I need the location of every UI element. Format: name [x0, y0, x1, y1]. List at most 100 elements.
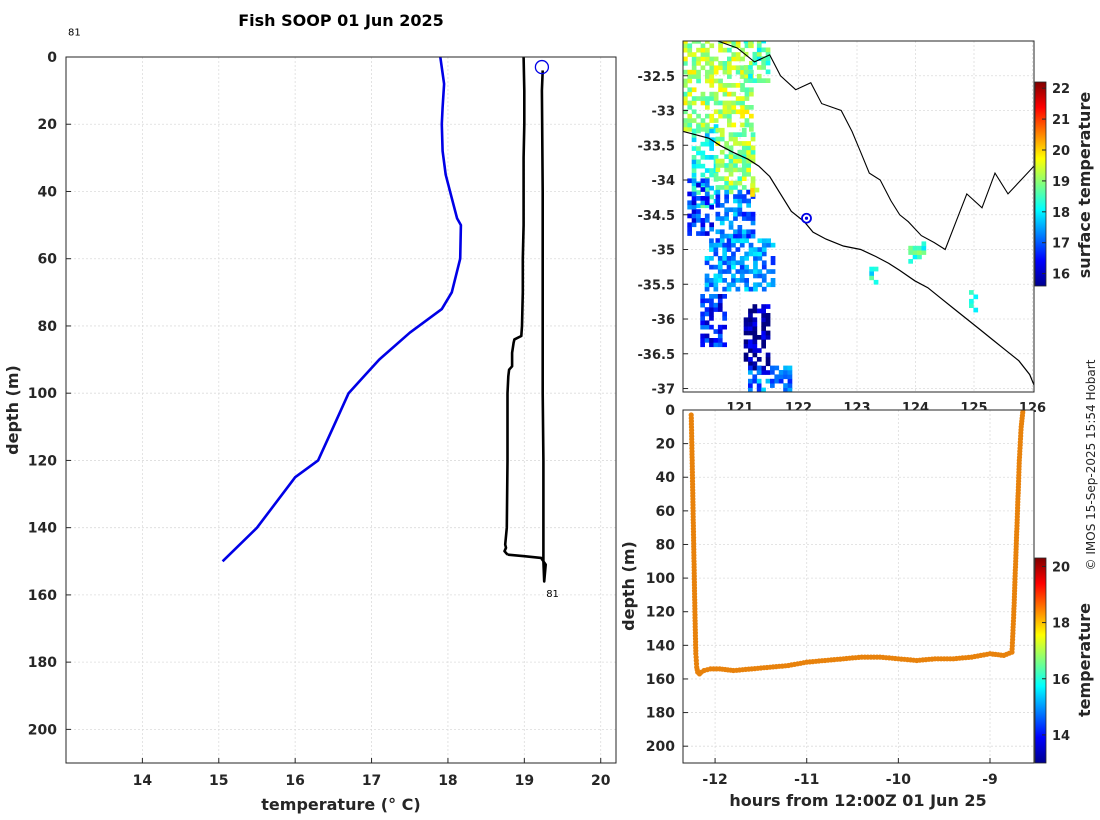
map-sst-cell — [756, 308, 762, 314]
map-position-dot — [804, 216, 809, 220]
map-sst-cell — [717, 242, 723, 248]
map-sst-cell — [921, 245, 927, 251]
map-sst-cell — [705, 96, 710, 101]
section-y-tick-label: 160 — [646, 672, 675, 688]
section-data — [688, 410, 1026, 677]
map-sst-cell — [733, 132, 738, 137]
map-sst-cell — [709, 56, 715, 62]
map-sst-cell — [704, 133, 710, 138]
section-y-label: depth (m) — [619, 541, 638, 631]
profile-frame — [65, 56, 617, 764]
map-sst-cell — [783, 374, 788, 380]
map-sst-cell — [917, 250, 922, 255]
map-sst-cell — [713, 118, 719, 123]
map-sst-cell — [735, 43, 741, 49]
map-sst-cell — [737, 189, 743, 195]
map-sst-cell — [761, 304, 766, 309]
map-sst-cell — [752, 361, 758, 367]
map-sst-cell — [683, 43, 688, 49]
map-sst-cell — [717, 307, 723, 312]
map-sst-cell — [700, 96, 706, 101]
map-sst-cell — [713, 124, 719, 129]
map-sst-cell — [973, 307, 979, 313]
map-sst-cell — [774, 365, 780, 371]
map-sst-cell — [744, 87, 750, 93]
map-sst-cell — [719, 216, 725, 221]
map-sst-cell — [733, 141, 738, 146]
map-sst-cell — [735, 69, 741, 75]
map-sst-cell — [691, 213, 697, 219]
map-sst-cell — [757, 269, 763, 274]
map-sst-cell — [727, 91, 732, 97]
map-sst-cell — [696, 61, 701, 66]
map-sst-cell — [765, 304, 771, 309]
map-sst-cell — [704, 141, 710, 147]
map-sst-cell — [696, 124, 701, 129]
map-sst-cell — [728, 149, 734, 155]
map-sst-cell — [761, 370, 766, 375]
map-sst-cell — [756, 56, 762, 61]
map-sst-cell — [744, 91, 750, 97]
map-sst-cell — [741, 145, 747, 151]
map-sst-cell — [715, 185, 721, 190]
map-sst-cell — [704, 307, 710, 312]
map-sst-cell — [696, 96, 701, 101]
map-sst-cell — [728, 180, 734, 186]
map-sst-cell — [700, 100, 706, 106]
map-sst-cell — [761, 321, 766, 327]
map-sst-cell — [713, 247, 719, 252]
map-sst-cell — [744, 251, 749, 257]
map-sst-cell — [761, 330, 766, 336]
map-sst-cell — [722, 324, 727, 330]
profile-x-label: temperature (° C) — [261, 795, 420, 814]
map-sst-cell — [969, 298, 974, 304]
map-sst-cell — [733, 158, 738, 164]
map-sst-cell — [735, 65, 741, 71]
map-sst-cell — [752, 321, 758, 327]
map-sst-cell — [733, 216, 738, 221]
map-sst-cell — [715, 136, 721, 142]
map-sst-cell — [683, 91, 688, 97]
map-sst-cell — [748, 361, 753, 367]
map-sst-cell — [969, 290, 974, 295]
profile-x-tick-label: 17 — [362, 773, 381, 789]
map-sst-cell — [687, 74, 693, 79]
map-sst-cell — [746, 145, 751, 151]
map-sst-cell — [726, 260, 732, 266]
map-sst-cell — [722, 69, 728, 75]
map-sst-cell — [722, 286, 727, 292]
map-sst-cell — [735, 260, 741, 266]
map-sst-cell — [770, 365, 775, 371]
map-sst-cell — [704, 196, 710, 201]
map-sst-cell — [715, 238, 721, 243]
section-x-tick-label: -10 — [886, 772, 912, 788]
map-sst-cell — [748, 326, 753, 331]
map-sst-cell — [704, 338, 710, 343]
map-sst-cell — [733, 207, 738, 213]
map-sst-cell — [752, 326, 758, 331]
map-sst-cell — [718, 83, 723, 88]
map-sst-cell — [704, 185, 710, 191]
map-sst-cell — [752, 51, 758, 57]
map-sst-cell — [757, 273, 763, 279]
map-colorbar-ticks: 16 17 18 19 20 21 22 — [1042, 82, 1070, 283]
map-sst-cell — [696, 47, 701, 53]
map-sst-cell — [765, 361, 771, 367]
map-sst-cell — [778, 370, 784, 375]
map-sst-cell — [748, 383, 753, 388]
map-sst-cell — [724, 194, 729, 199]
map-sst-cell — [733, 198, 738, 204]
map-sst-cell — [733, 154, 738, 159]
map-sst-cell — [715, 211, 721, 217]
map-sst-cell — [683, 96, 688, 101]
map-sst-cell — [700, 141, 706, 147]
map-sst-cell — [704, 124, 710, 129]
map-sst-cell — [749, 105, 754, 110]
map-sst-cell — [737, 176, 743, 181]
map-sst-cell — [704, 203, 710, 209]
map-sst-cell — [753, 260, 758, 266]
map-sst-cell — [696, 218, 701, 223]
map-sst-cell — [753, 247, 758, 252]
section-x-tick-label: -9 — [982, 772, 998, 788]
